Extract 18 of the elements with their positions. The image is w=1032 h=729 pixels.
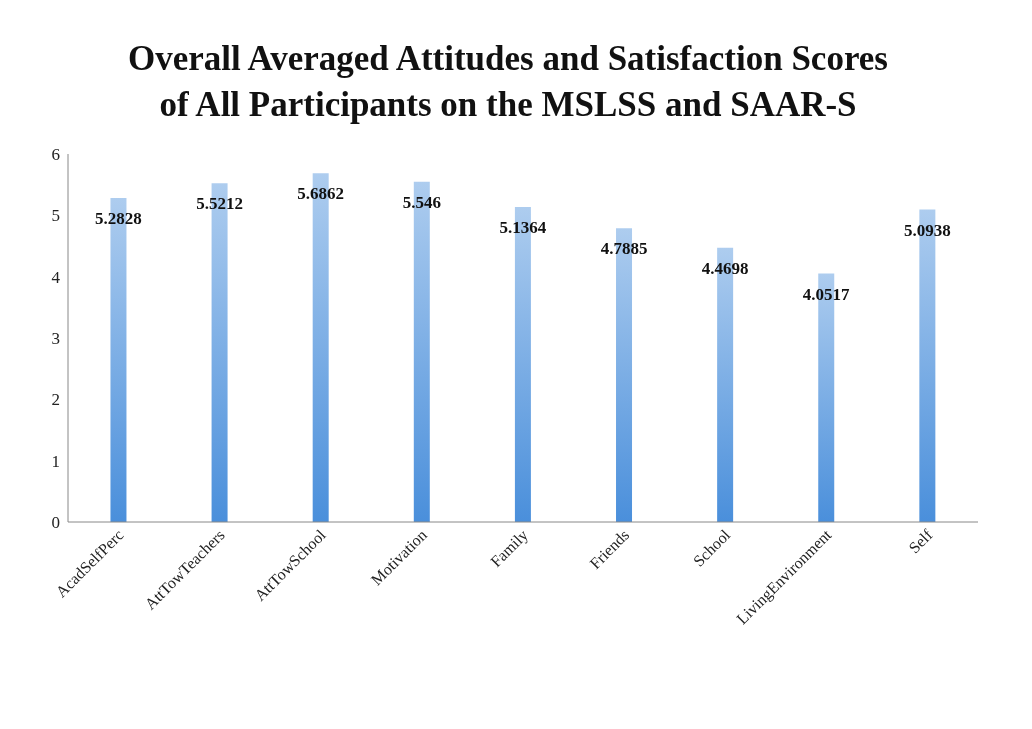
y-tick-label: 0 bbox=[51, 513, 60, 533]
y-tick-label: 5 bbox=[51, 206, 60, 226]
data-label: 5.6862 bbox=[297, 184, 345, 204]
data-label: 4.4698 bbox=[701, 258, 749, 278]
data-label: 4.0517 bbox=[802, 284, 851, 304]
x-tick-label: Self bbox=[905, 525, 937, 557]
y-tick-label: 2 bbox=[51, 390, 60, 410]
data-label: 5.5212 bbox=[196, 194, 243, 214]
y-tick-label: 6 bbox=[51, 145, 60, 165]
y-tick-label: 1 bbox=[51, 451, 60, 471]
data-label: 5.2828 bbox=[95, 209, 142, 229]
data-label: 5.546 bbox=[402, 192, 441, 212]
data-label: 5.0938 bbox=[903, 220, 951, 240]
y-tick-label: 4 bbox=[51, 267, 61, 287]
y-tick-label: 3 bbox=[51, 329, 60, 349]
data-label: 4.7885 bbox=[600, 239, 648, 259]
data-label: 5.1364 bbox=[499, 218, 547, 238]
chart-title: Overall Averaged Attitudes and Satisfaction Scores of All Participants on the MSLSS and SAAR-S bbox=[127, 38, 889, 126]
